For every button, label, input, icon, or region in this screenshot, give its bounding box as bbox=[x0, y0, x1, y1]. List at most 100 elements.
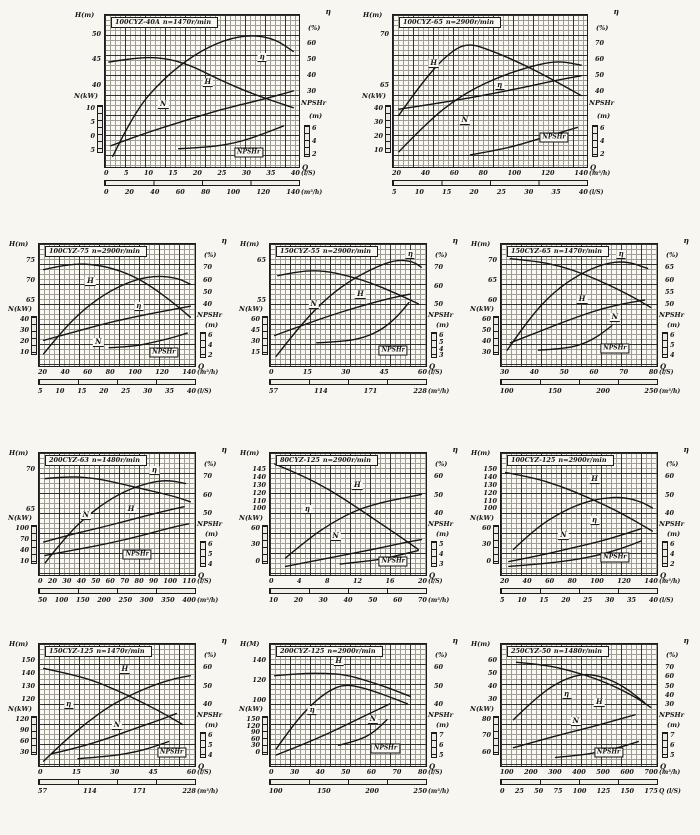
tick-label: 40 bbox=[307, 71, 317, 80]
curve-label-N: N bbox=[111, 719, 123, 730]
npshr-axis-scale-bar bbox=[200, 732, 206, 759]
tick-label: 6 bbox=[600, 123, 605, 132]
h-axis-label: H(M) bbox=[240, 640, 260, 648]
h-axis-ticks: 50 45 40 bbox=[74, 31, 101, 88]
tick-label: 70 bbox=[120, 577, 130, 585]
curve-label-η: η bbox=[257, 51, 267, 62]
curve-NPSHr bbox=[179, 126, 284, 149]
npshr-axis-label: NPSHr bbox=[428, 520, 454, 529]
x1-unit: (m³/h) bbox=[197, 369, 219, 376]
tick-label: 4 bbox=[600, 137, 605, 146]
curve-NPSHr bbox=[339, 720, 387, 746]
curve-label-N: N bbox=[93, 336, 104, 347]
h-axis-ticks: 70 65 60 bbox=[470, 256, 497, 302]
tick-label: 40 bbox=[434, 700, 444, 709]
n-axis-ticks: 60 45 30 15 bbox=[250, 315, 260, 355]
tick-label: 80 bbox=[481, 715, 491, 724]
curve-label-H: H bbox=[85, 275, 96, 286]
eta-axis-unit: (%) bbox=[666, 459, 679, 468]
tick-label: 60 bbox=[203, 490, 213, 499]
tick-label: 200 bbox=[524, 768, 538, 776]
curve-N bbox=[513, 715, 635, 748]
n-axis-tick-row: 60 50 40 30 bbox=[470, 316, 499, 355]
x-axis-primary: 0 5 10 15 20 25 30 35 40 (l/S) bbox=[74, 168, 334, 179]
tick-label: 6 bbox=[208, 540, 213, 549]
curve-label-N: N bbox=[157, 98, 169, 109]
tick-label: 10 bbox=[85, 103, 95, 112]
tick-label: 60 bbox=[250, 734, 260, 743]
tick-label: 4 bbox=[439, 344, 444, 353]
eta-axis-label: η bbox=[683, 236, 689, 245]
tick-label: 30 bbox=[500, 368, 510, 376]
x-axis-secondary: 5 10 15 20 25 30 35 40 (l/S) bbox=[8, 386, 230, 397]
q-axis-label: Q bbox=[660, 571, 667, 580]
tick-label: 60 bbox=[186, 768, 196, 776]
pump-model: 200CYZ-63 bbox=[49, 456, 89, 464]
eta-axis-label: η bbox=[325, 7, 331, 16]
tick-label: 50 bbox=[665, 681, 675, 690]
tick-label: 140 bbox=[21, 668, 35, 677]
tick-label: 4 bbox=[208, 341, 213, 350]
pump-model: 100CYZ-75 bbox=[49, 247, 89, 255]
pump-curve-chart: H(m) 70 65 60 N(kW) 60 50 40 30 150CYZ-65 n=14… bbox=[470, 237, 692, 397]
tick-label: 6 bbox=[670, 741, 675, 750]
eta-axis-ticks: 70 60 50 40 bbox=[203, 264, 213, 308]
curve-label-η: η bbox=[405, 249, 415, 260]
tick-label: 70 bbox=[619, 368, 629, 376]
h-axis-ticks: 70 65 bbox=[8, 465, 35, 511]
h-axis-ticks: 150 140 130 120 110 100 bbox=[470, 465, 497, 511]
tick-label: 50 bbox=[341, 768, 351, 776]
tick-label: 50 bbox=[487, 668, 497, 677]
pump-speed: n=2900r/min bbox=[445, 18, 495, 26]
tick-label: 20 bbox=[561, 596, 571, 604]
curve-label-N: N bbox=[570, 716, 582, 727]
tick-label: 50 bbox=[203, 287, 213, 296]
curve-label-η: η bbox=[590, 515, 600, 526]
tick-label: 120 bbox=[483, 488, 497, 497]
tick-label: 60 bbox=[417, 368, 427, 376]
tick-label: 60 bbox=[83, 368, 93, 376]
tick-label: 57 bbox=[269, 387, 279, 395]
npshr-axis-unit: (m) bbox=[205, 321, 219, 330]
tick-label: 70 bbox=[392, 768, 402, 776]
n-axis-scale-bar bbox=[262, 316, 268, 355]
tick-label: 40 bbox=[648, 596, 658, 604]
pump-speed: n=2900r/min bbox=[558, 456, 607, 464]
tick-label: 350 bbox=[161, 596, 175, 604]
tick-label: 70 bbox=[25, 275, 35, 284]
x-axis-primary: 0 20 30 40 50 60 70 80 90 100 110 (l/S) bbox=[8, 576, 230, 587]
tick-label: 75 bbox=[25, 255, 35, 264]
tick-label: 6 bbox=[208, 331, 213, 340]
h-axis-label: H(m) bbox=[240, 449, 260, 457]
chart-title-box: 100CYZ-75 n=2900r/min bbox=[45, 246, 148, 257]
x1-unit: (l/S) bbox=[428, 769, 443, 776]
x-axis-scale-bar-row bbox=[470, 378, 692, 386]
tick-label: 60 bbox=[250, 315, 260, 324]
x-axis-scale-bar-row bbox=[362, 179, 622, 187]
pump-speed: n=2900r/min bbox=[322, 247, 372, 255]
curve-label-NPSHr: NPSHr bbox=[149, 347, 179, 358]
tick-label: 5 bbox=[439, 751, 444, 760]
npshr-axis-scale-bar bbox=[662, 332, 668, 359]
tick-label: 60 bbox=[250, 524, 260, 533]
curve-N bbox=[286, 540, 422, 567]
tick-label: 100 bbox=[590, 577, 604, 585]
curve-H bbox=[44, 264, 191, 317]
npshr-axis-unit: (m) bbox=[667, 530, 681, 539]
tick-label: 0 bbox=[255, 747, 260, 756]
tick-label: 150 bbox=[548, 387, 562, 395]
x1-ticks: 20 40 60 80 100 120 140 bbox=[38, 368, 196, 377]
tick-label: 0 bbox=[255, 556, 260, 565]
tick-label: 80 bbox=[134, 577, 144, 585]
curve-label-η: η bbox=[302, 504, 312, 515]
tick-label: 150 bbox=[76, 596, 90, 604]
